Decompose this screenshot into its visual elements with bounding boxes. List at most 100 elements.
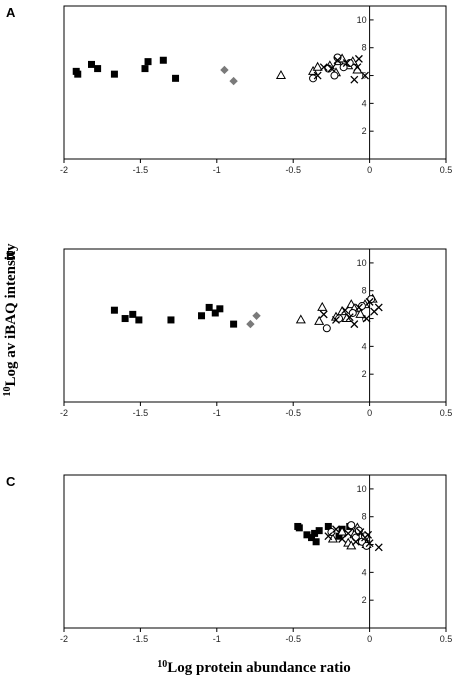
series-diamond [220,65,238,86]
data-point [346,540,357,550]
data-point [332,315,340,324]
data-point [327,528,336,537]
data-point [229,76,238,86]
y-tick-label: 8 [362,286,367,296]
data-point [88,60,96,68]
data-point [110,306,118,314]
data-point [216,305,224,313]
x-tick-label: -0.5 [285,408,301,418]
x-tick-label: -1.5 [133,408,149,418]
panel-b: B -2 -1.5 -1 -0.5 0 0.5 2 4 6 8 10 [6,248,452,418]
data-point [333,56,342,65]
x-tick-label: 0 [367,634,372,644]
y-tick-label: 6 [362,71,367,81]
data-point [365,539,374,548]
panel-letter: C [6,474,16,489]
data-point [172,74,180,82]
x-tick-label: -1 [213,408,221,418]
x-tick-label: 0 [367,408,372,418]
y-tick-label: 2 [362,369,367,379]
x-tick-label: -1 [213,165,221,175]
x-tick-label: 0 [367,165,372,175]
y-tick-label: 10 [357,258,367,268]
y-tick-label: 10 [357,484,367,494]
plot-frame [63,474,447,629]
data-point [342,59,351,67]
y-tick-label: 6 [362,314,367,324]
data-point [335,314,344,323]
y-tick-label: 10 [357,15,367,25]
data-point [365,297,374,306]
data-point [295,314,306,324]
x-tick-label: -2 [60,165,68,175]
data-point [94,65,102,73]
y-tick-label: 4 [362,98,367,108]
data-point [324,532,333,541]
data-point [230,320,238,328]
data-point [322,324,331,333]
data-point [317,301,328,311]
data-point [314,315,325,325]
data-point [374,543,383,552]
x-axis-title: 10Log protein abundance ratio [157,659,351,676]
x-tick-label: -2 [60,408,68,418]
data-point [330,71,339,80]
y-axis-title-text: Log av iBAQ intensity [3,243,19,386]
y-tick-label: 2 [362,595,367,605]
data-point [357,302,366,311]
series-cross [313,54,369,84]
y-tick-label: 4 [362,341,367,351]
data-point [220,65,229,75]
data-point [362,314,371,323]
data-point [354,54,363,63]
data-point [350,320,359,329]
data-point [353,63,362,72]
data-point [308,534,316,542]
data-point [361,71,369,80]
data-point [341,306,350,315]
data-point [319,310,328,319]
series-cross [324,525,383,552]
data-point [324,522,332,530]
series-square [110,303,238,328]
data-point [347,521,356,530]
x-tick-label: 0.5 [440,408,453,418]
x-tick-label: 0.5 [440,634,453,644]
data-point [374,303,383,312]
y-axis-title: 10Log av iBAQ intensity [2,243,19,396]
data-point [211,309,219,317]
y-tick-label: 4 [362,567,367,577]
data-point [345,313,354,322]
series-circle [322,295,376,333]
series-diamond [246,311,261,329]
y-tick-label: 8 [362,43,367,53]
data-point [355,308,366,318]
plot-frame [63,248,447,403]
data-point [337,526,348,536]
data-point [354,303,363,312]
data-point [313,71,322,80]
plot-frame [63,5,447,160]
data-point [129,310,137,318]
y-tick-label: 8 [362,512,367,522]
data-point [350,75,359,84]
data-point [141,65,149,73]
data-point [364,530,373,539]
data-point [167,316,175,324]
data-point [332,525,340,534]
x-tick-label: -2 [60,634,68,644]
data-point [303,531,311,539]
data-point [311,529,319,537]
x-tick-label: -1 [213,634,221,644]
data-point [312,61,323,71]
data-point [319,63,328,72]
data-point [74,70,82,78]
data-point [295,524,303,532]
data-point [246,319,255,329]
data-point [327,64,336,73]
data-point [312,538,320,546]
panel-letter: B [6,248,15,263]
data-point [344,529,353,538]
